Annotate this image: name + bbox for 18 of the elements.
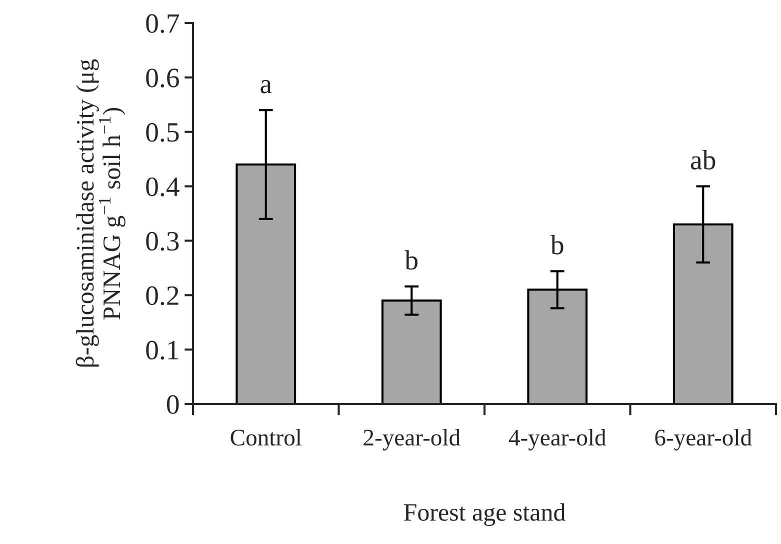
- annotation: b: [550, 234, 564, 254]
- x-tick-label: 4-year-old: [508, 429, 606, 450]
- x-tick-label: Control: [230, 429, 302, 446]
- annotation: b: [404, 250, 418, 270]
- x-axis-title: Forest age stand: [404, 503, 566, 526]
- annotation: a: [260, 80, 272, 94]
- y-tick-label: 0.7: [146, 14, 180, 34]
- y-tick-label: 0.6: [146, 68, 179, 88]
- y-axis-title: β-glucosaminidase activity (μg PNNAG g$^{−1}$ soil h$^{−1}$): [76, 59, 126, 367]
- y-tick-label: 0.1: [146, 340, 178, 360]
- y-tick-label: 0.2: [146, 286, 178, 306]
- y-tick-label: 0.3: [146, 232, 179, 251]
- x-tick-label: 6-year-old: [655, 429, 752, 450]
- x-tick-label: 2-year-old: [364, 429, 460, 450]
- y-tick-label: 0.5: [146, 123, 179, 142]
- y-tick-label: 0.4: [146, 177, 180, 196]
- annotation: ab: [690, 150, 716, 170]
- y-tick-label: 0: [166, 395, 179, 414]
